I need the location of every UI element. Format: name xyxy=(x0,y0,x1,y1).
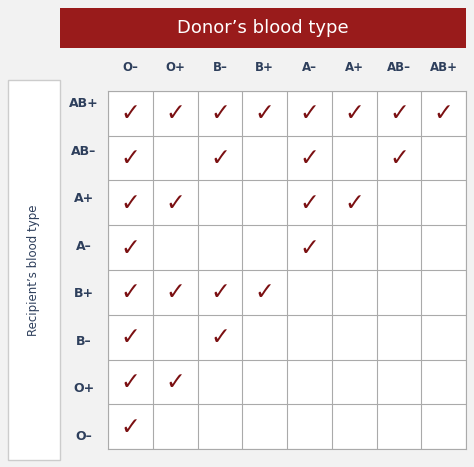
Text: ✓: ✓ xyxy=(120,146,140,170)
Text: ✓: ✓ xyxy=(300,236,319,260)
Text: ✓: ✓ xyxy=(120,370,140,394)
Text: AB+: AB+ xyxy=(69,97,99,110)
Text: AB–: AB– xyxy=(387,61,411,74)
Text: ✓: ✓ xyxy=(120,280,140,304)
Text: ✓: ✓ xyxy=(120,191,140,215)
Text: ✓: ✓ xyxy=(344,191,364,215)
Text: ✓: ✓ xyxy=(165,191,185,215)
Text: ✓: ✓ xyxy=(434,101,454,125)
Text: ✓: ✓ xyxy=(120,101,140,125)
Text: O–: O– xyxy=(76,430,92,443)
Text: O–: O– xyxy=(122,61,138,74)
Text: O+: O+ xyxy=(73,382,95,395)
Text: ✓: ✓ xyxy=(344,101,364,125)
Text: ✓: ✓ xyxy=(210,280,230,304)
Text: B+: B+ xyxy=(74,287,94,300)
Text: ✓: ✓ xyxy=(120,415,140,439)
Text: ✓: ✓ xyxy=(210,146,230,170)
Text: A+: A+ xyxy=(345,61,364,74)
Text: ✓: ✓ xyxy=(389,146,409,170)
Text: B+: B+ xyxy=(255,61,274,74)
Text: ✓: ✓ xyxy=(300,146,319,170)
Text: A–: A– xyxy=(302,61,317,74)
Text: Recipient’s blood type: Recipient’s blood type xyxy=(27,204,40,336)
Text: ✓: ✓ xyxy=(120,236,140,260)
Text: ✓: ✓ xyxy=(165,280,185,304)
Text: ✓: ✓ xyxy=(165,101,185,125)
Text: Donor’s blood type: Donor’s blood type xyxy=(177,19,349,37)
Text: O+: O+ xyxy=(165,61,185,74)
Text: ✓: ✓ xyxy=(210,325,230,349)
Text: ✓: ✓ xyxy=(255,101,274,125)
Text: ✓: ✓ xyxy=(165,370,185,394)
Text: ✓: ✓ xyxy=(389,101,409,125)
Text: ✓: ✓ xyxy=(300,101,319,125)
Text: ✓: ✓ xyxy=(300,191,319,215)
Text: A–: A– xyxy=(76,240,92,253)
Text: ✓: ✓ xyxy=(120,325,140,349)
Text: A+: A+ xyxy=(74,192,94,205)
Text: AB+: AB+ xyxy=(429,61,457,74)
Text: ✓: ✓ xyxy=(255,280,274,304)
Text: ✓: ✓ xyxy=(210,101,230,125)
Text: AB–: AB– xyxy=(72,145,97,158)
Text: B–: B– xyxy=(76,335,92,348)
Text: B–: B– xyxy=(212,61,228,74)
